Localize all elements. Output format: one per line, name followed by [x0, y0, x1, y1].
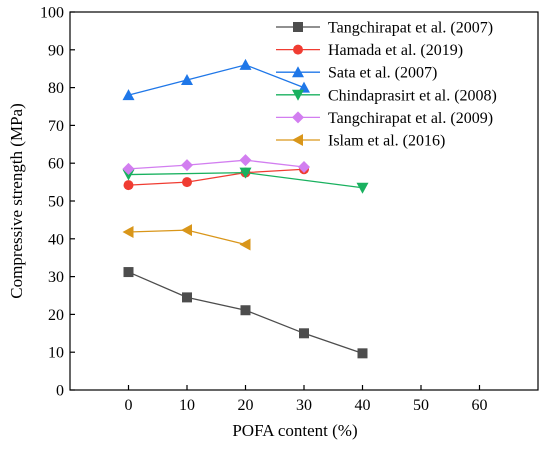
x-tick-label: 20	[238, 397, 254, 414]
series-layer	[122, 58, 369, 359]
legend-label: Hamada et al. (2019)	[328, 42, 463, 59]
data-point-diamond	[292, 111, 304, 124]
legend-item: Islam et al. (2016)	[276, 133, 445, 150]
data-point-triangle-left	[292, 134, 303, 146]
data-point-circle	[293, 44, 303, 55]
data-point-circle	[182, 177, 192, 188]
data-point-diamond	[181, 159, 193, 172]
legend-item: Tangchirapat et al. (2007)	[276, 20, 493, 37]
data-point-diamond	[239, 154, 252, 167]
y-tick-label: 20	[48, 307, 64, 324]
x-axis-label: POFA content (%)	[232, 421, 357, 440]
x-tick-label: 10	[179, 397, 195, 414]
y-tick-label: 60	[48, 156, 64, 173]
data-point-triangle-left	[239, 238, 251, 251]
data-point-triangle-left	[181, 224, 192, 237]
series-5	[122, 154, 310, 175]
legend: Tangchirapat et al. (2007) Hamada et al. …	[276, 20, 497, 150]
legend-label: Islam et al. (2016)	[328, 133, 445, 150]
data-point-circle	[123, 180, 134, 191]
data-point-square	[240, 305, 251, 316]
data-point-triangle-down	[239, 167, 252, 179]
series-3	[122, 58, 310, 101]
series-1	[123, 267, 368, 359]
legend-item: Chindaprasirt et al. (2008)	[276, 87, 497, 104]
x-tick-label: 0	[125, 397, 133, 414]
data-point-triangle-down	[292, 89, 304, 101]
data-point-square	[357, 348, 368, 359]
x-tick-label: 50	[413, 397, 429, 414]
x-tick-label: 30	[296, 397, 312, 414]
y-tick-label: 0	[56, 383, 64, 400]
axes: 0 10 20 30 40 50 60 0 10 20 30 40 50 60 70 80 90 100	[40, 5, 539, 414]
data-point-diamond	[298, 160, 310, 173]
legend-label: Sata et al. (2007)	[328, 65, 437, 82]
series-line	[128, 64, 305, 96]
y-tick-label: 30	[48, 269, 64, 286]
data-point-triangle-left	[122, 225, 134, 238]
y-tick-label: 40	[48, 231, 64, 248]
series-4	[122, 167, 369, 194]
data-point-square	[182, 292, 192, 303]
data-point-square	[299, 328, 309, 339]
data-point-diamond	[122, 162, 135, 175]
x-tick-label: 40	[355, 397, 371, 414]
y-tick-label: 50	[48, 194, 64, 211]
y-tick-label: 70	[48, 118, 64, 135]
y-tick-label: 10	[48, 345, 64, 362]
y-tick-label: 80	[48, 80, 64, 97]
legend-item: Hamada et al. (2019)	[276, 42, 463, 59]
legend-item: Tangchirapat et al. (2009)	[276, 110, 493, 127]
series-line	[128, 168, 305, 186]
series-line	[128, 159, 305, 170]
data-point-square	[293, 22, 303, 32]
legend-label: Tangchirapat et al. (2009)	[328, 110, 493, 127]
y-tick-label: 90	[48, 42, 64, 59]
data-point-triangle-up	[292, 66, 304, 78]
data-point-square	[123, 267, 134, 278]
legend-item: Sata et al. (2007)	[276, 65, 437, 82]
legend-label: Tangchirapat et al. (2007)	[328, 20, 493, 37]
x-tick-label: 60	[472, 397, 488, 414]
data-point-triangle-up	[122, 89, 135, 101]
y-tick-label: 100	[40, 5, 64, 22]
data-point-triangle-up	[181, 74, 193, 86]
legend-label: Chindaprasirt et al. (2008)	[328, 87, 497, 104]
series-6	[122, 224, 251, 251]
data-point-triangle-down	[122, 169, 135, 181]
y-axis-label: Compressive strength (MPa)	[7, 103, 26, 298]
data-point-triangle-up	[239, 58, 252, 70]
data-point-triangle-down	[356, 182, 369, 194]
